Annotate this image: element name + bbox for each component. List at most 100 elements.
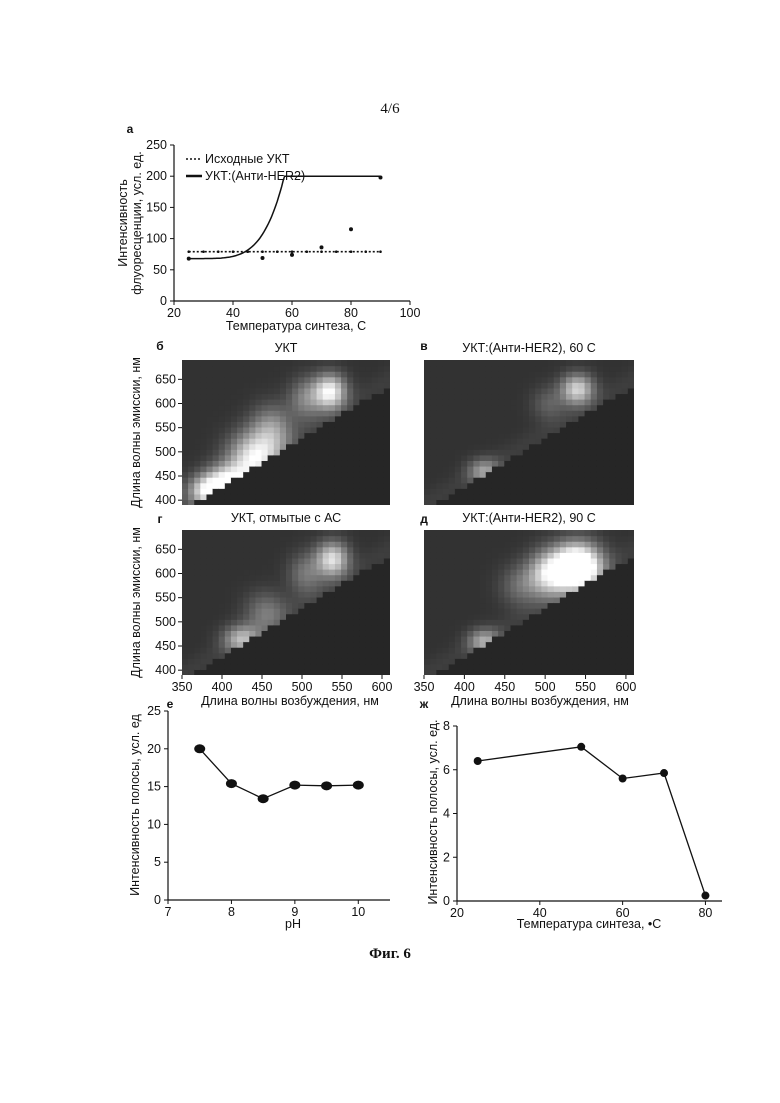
heatmap-cell xyxy=(572,410,579,416)
heatmap-cell xyxy=(603,449,610,455)
heatmap-cell xyxy=(329,421,336,427)
heatmap-cell xyxy=(310,619,317,625)
heatmap-cell xyxy=(274,444,281,450)
heatmap-cell xyxy=(188,477,195,483)
heatmap-cell xyxy=(182,410,189,416)
heatmap-cell xyxy=(280,499,287,505)
heatmap-cell xyxy=(249,433,256,439)
heatmap-cell xyxy=(541,377,548,383)
heatmap-cell xyxy=(225,410,232,416)
heatmap-cell xyxy=(335,591,342,597)
heatmap-cell xyxy=(615,569,622,575)
heatmap-cell xyxy=(255,427,262,433)
heatmap-cell xyxy=(378,405,385,411)
heatmap-cell xyxy=(231,625,238,631)
heatmap-cell xyxy=(467,563,474,569)
heatmap-cell xyxy=(213,421,220,427)
heatmap-cell xyxy=(274,399,281,405)
heatmap-cell xyxy=(498,449,505,455)
heatmap-cell xyxy=(213,530,220,536)
heatmap-cell xyxy=(548,499,555,505)
heatmap-cell xyxy=(461,366,468,372)
heatmap-cell xyxy=(523,405,530,411)
heatmap-cell xyxy=(231,410,238,416)
heatmap-cell xyxy=(603,563,610,569)
heatmap-cell xyxy=(597,499,604,505)
heatmap-cell xyxy=(554,630,561,636)
heatmap-cell xyxy=(430,580,437,586)
heatmap-cell xyxy=(609,614,616,620)
heatmap-cell xyxy=(384,499,391,505)
heatmap-cell xyxy=(341,619,348,625)
heatmap-cell xyxy=(182,552,189,558)
heatmap-cell xyxy=(378,541,385,547)
heatmap-cell xyxy=(504,410,511,416)
heatmap-cell xyxy=(274,499,281,505)
heatmap-cell xyxy=(200,541,207,547)
heatmap-cell xyxy=(231,591,238,597)
heatmap-cell xyxy=(585,608,592,614)
heatmap-cell xyxy=(529,410,536,416)
heatmap-cell xyxy=(510,366,517,372)
heatmap-cell xyxy=(467,586,474,592)
heatmap-cell xyxy=(237,499,244,505)
heatmap-cell xyxy=(194,608,201,614)
heatmap-cell xyxy=(286,388,293,394)
heatmap-cell xyxy=(628,399,635,405)
heatmap-cell xyxy=(597,552,604,558)
heatmap-cell xyxy=(359,449,366,455)
heatmap-cell xyxy=(443,614,450,620)
heatmap-cell xyxy=(231,399,238,405)
heatmap-cell xyxy=(286,438,293,444)
heatmap-cell xyxy=(572,427,579,433)
heatmap-cell xyxy=(317,477,324,483)
heatmap-cell xyxy=(517,466,524,472)
point-initial xyxy=(261,250,264,253)
heatmap-cell xyxy=(372,494,379,500)
heatmap-cell xyxy=(304,569,311,575)
heatmap-cell xyxy=(219,658,226,664)
heatmap-cell xyxy=(347,488,354,494)
heatmap-cell xyxy=(341,591,348,597)
heatmap-cell xyxy=(286,477,293,483)
heatmap-cell xyxy=(262,575,269,581)
heatmap-cell xyxy=(492,541,499,547)
heatmap-cell xyxy=(225,499,232,505)
heatmap-cell xyxy=(449,552,456,558)
heatmap-cell xyxy=(372,460,379,466)
heatmap-cell xyxy=(504,658,511,664)
heatmap-cell xyxy=(572,541,579,547)
heatmap-cell xyxy=(255,647,262,653)
heatmap-cell xyxy=(323,653,330,659)
heatmap-cell xyxy=(609,449,616,455)
heatmap-cell xyxy=(436,455,443,461)
heatmap-cell xyxy=(274,558,281,564)
heatmap-cell xyxy=(461,608,468,614)
heatmap-cell xyxy=(510,647,517,653)
heatmap-cell xyxy=(298,563,305,569)
heatmap-cell xyxy=(504,366,511,372)
heatmap-cell xyxy=(517,586,524,592)
heatmap-cell xyxy=(372,382,379,388)
heatmap-cell xyxy=(455,597,462,603)
heatmap-cell xyxy=(517,455,524,461)
heatmap-cell xyxy=(323,421,330,427)
heatmap-cell xyxy=(566,388,573,394)
heatmap-cell xyxy=(194,552,201,558)
heatmap-cell xyxy=(335,360,342,366)
heatmap-cell xyxy=(480,382,487,388)
heatmap-cell xyxy=(268,541,275,547)
heatmap-cell xyxy=(424,614,431,620)
heatmap-cell xyxy=(578,466,585,472)
heatmap-cell xyxy=(225,530,232,536)
heatmap-cell xyxy=(268,499,275,505)
heatmap-cell xyxy=(504,399,511,405)
ytick-label-zh: 4 xyxy=(443,807,450,821)
ytick-label-e: 0 xyxy=(154,893,161,907)
heatmap-cell xyxy=(353,669,360,675)
heatmap-cell xyxy=(510,438,517,444)
heatmap-cell xyxy=(366,647,373,653)
heatmap-cell xyxy=(498,591,505,597)
heatmap-cell xyxy=(280,405,287,411)
heatmap-cell xyxy=(609,360,616,366)
